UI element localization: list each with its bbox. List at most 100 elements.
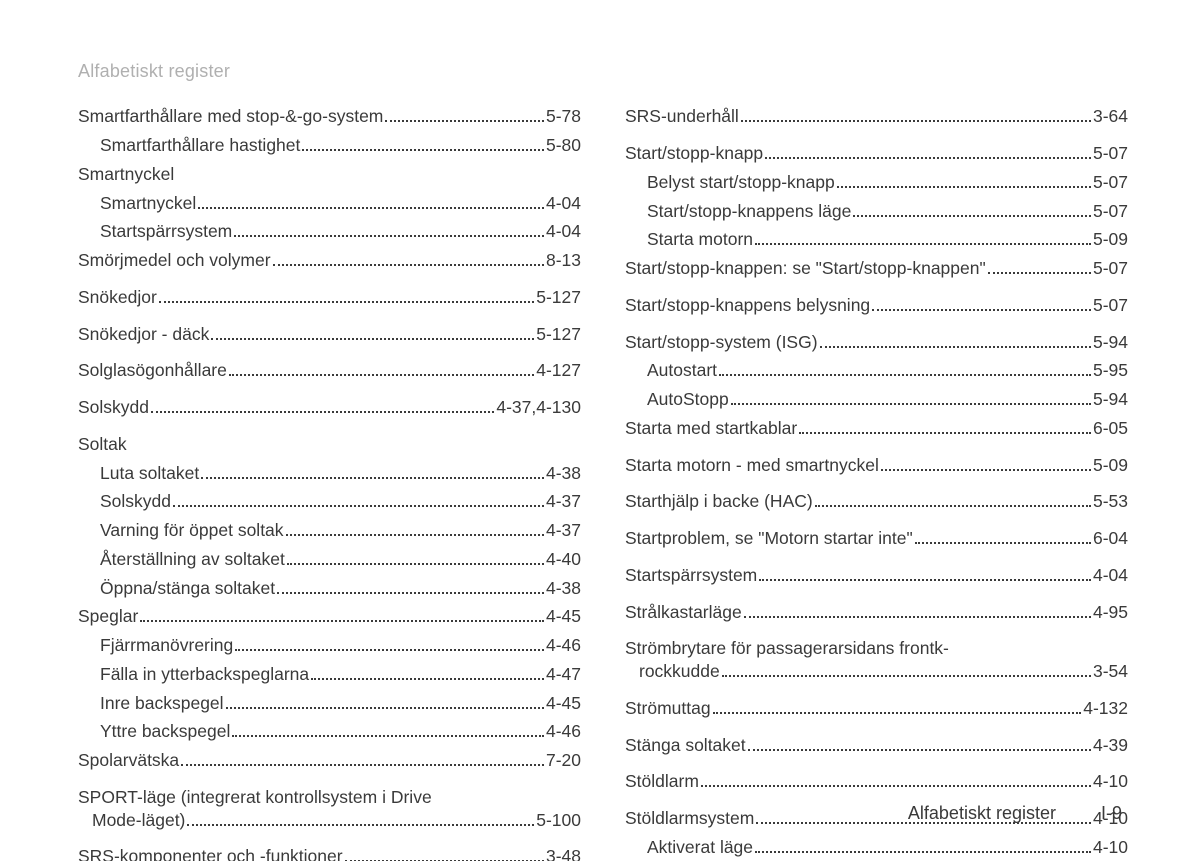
index-entry-label: Aktiverat läge — [647, 836, 753, 859]
index-subentry: Yttre backspegel4-46 — [78, 720, 581, 743]
index-page: Alfabetiskt register Smartfarthållare me… — [0, 0, 1200, 861]
leader-dots — [815, 492, 1091, 508]
index-column-left: Smartfarthållare med stop-&-go-system5-7… — [78, 105, 581, 861]
spacer — [78, 425, 581, 433]
index-subentry: Smartfarthållare hastighet5-80 — [78, 134, 581, 157]
index-subentry: Varning för öppet soltak4-37 — [78, 519, 581, 542]
leader-dots — [187, 810, 534, 826]
index-entry: Speglar4-45 — [78, 605, 581, 628]
spacer — [625, 323, 1128, 331]
index-entry-label: Starta motorn - med smartnyckel — [625, 454, 879, 477]
index-entry-page: 4-45 — [546, 692, 581, 715]
index-subentry: Återställning av soltaket4-40 — [78, 548, 581, 571]
spacer — [78, 837, 581, 845]
index-entry-page: 4-38 — [546, 462, 581, 485]
index-entry-page: 5-80 — [546, 134, 581, 157]
index-entry-label: Solskydd — [100, 490, 171, 513]
index-entry: Spolarvätska 7-20 — [78, 749, 581, 772]
index-entry: Starta motorn - med smartnyckel5-09 — [625, 454, 1128, 477]
leader-dots — [235, 635, 544, 651]
index-entry-label: Varning för öppet soltak — [100, 519, 284, 542]
leader-dots — [273, 250, 544, 266]
index-entry: Strålkastarläge 4-95 — [625, 601, 1128, 624]
leader-dots — [820, 332, 1091, 348]
spacer — [625, 286, 1128, 294]
index-entry: Start/stopp-system (ISG)5-94 — [625, 331, 1128, 354]
index-subentry: Inre backspegel4-45 — [78, 692, 581, 715]
spacer — [625, 689, 1128, 697]
page-header: Alfabetiskt register — [78, 60, 1128, 83]
leader-dots — [229, 361, 534, 377]
index-entry-label: Strålkastarläge — [625, 601, 742, 624]
index-subentry: Solskydd4-37 — [78, 490, 581, 513]
index-entry-page: 4-46 — [546, 720, 581, 743]
index-entry-page: 3-54 — [1093, 660, 1128, 683]
index-entry-label: Återställning av soltaket — [100, 548, 285, 571]
spacer — [625, 726, 1128, 734]
leader-dots — [759, 565, 1091, 581]
leader-dots — [915, 528, 1091, 544]
index-entry-label: Solskydd — [78, 396, 149, 419]
leader-dots — [345, 847, 544, 861]
index-entry-page: 5-127 — [536, 286, 581, 309]
index-entry-page: 4-38 — [546, 577, 581, 600]
index-entry-label: Luta soltaket — [100, 462, 199, 485]
leader-dots — [741, 107, 1091, 123]
leader-dots — [853, 201, 1091, 217]
index-entry-label: Start/stopp-knapp — [625, 142, 763, 165]
index-heading-label: Smartnyckel — [78, 163, 174, 186]
leader-dots — [385, 107, 544, 123]
index-entry-label: Snökedjor - däck — [78, 323, 209, 346]
leader-dots — [755, 230, 1091, 246]
spacer — [625, 134, 1128, 142]
index-entry-page: 3-48 — [546, 845, 581, 861]
index-subentry: Belyst start/stopp-knapp5-07 — [625, 171, 1128, 194]
leader-dots — [755, 837, 1091, 853]
index-entry-label: Startspärrsystem — [100, 220, 232, 243]
index-heading-label: Soltak — [78, 433, 127, 456]
index-subentry: Fjärrmanövrering4-46 — [78, 634, 581, 657]
index-entry-label: Fälla in ytterbackspeglarna — [100, 663, 309, 686]
spacer — [625, 482, 1128, 490]
leader-dots — [872, 295, 1091, 311]
index-entry-page: 4-10 — [1093, 770, 1128, 793]
index-entry: Startproblem, se "Motorn startar inte" 6-… — [625, 527, 1128, 550]
leader-dots — [744, 602, 1091, 618]
leader-dots — [140, 607, 544, 623]
index-entry: Starthjälp i backe (HAC)5-53 — [625, 490, 1128, 513]
index-entry-label: Autostart — [647, 359, 717, 382]
index-entry-page: 3-64 — [1093, 105, 1128, 128]
index-entry-label: SRS-komponenter och -funktioner — [78, 845, 343, 861]
index-entry-label: Spolarvätska — [78, 749, 179, 772]
index-entry: Smörjmedel och volymer8-13 — [78, 249, 581, 272]
index-entry-label: Start/stopp-knappen: se "Start/stopp-kna… — [625, 257, 986, 280]
index-entry-page: 4-95 — [1093, 601, 1128, 624]
index-entry-page: 5-94 — [1093, 388, 1128, 411]
index-columns: Smartfarthållare med stop-&-go-system5-7… — [78, 105, 1128, 861]
index-subentry: Aktiverat läge 4-10 — [625, 836, 1128, 859]
index-entry-page: 4-04 — [546, 192, 581, 215]
index-entry-label: Starta med startkablar — [625, 417, 797, 440]
index-entry-page: 8-13 — [546, 249, 581, 272]
page-footer: Alfabetiskt register I-9 — [908, 802, 1122, 825]
leader-dots — [837, 172, 1091, 188]
index-entry: Snökedjor5-127 — [78, 286, 581, 309]
leader-dots — [311, 664, 544, 680]
index-entry-page: 5-07 — [1093, 294, 1128, 317]
index-entry-page: 4-10 — [1093, 836, 1128, 859]
index-entry-page: 6-04 — [1093, 527, 1128, 550]
index-entry-label: Startproblem, se "Motorn startar inte" — [625, 527, 913, 550]
index-entry-label: Belyst start/stopp-knapp — [647, 171, 835, 194]
index-heading: Smartnyckel — [78, 163, 581, 186]
leader-dots — [881, 455, 1091, 471]
leader-dots — [151, 397, 494, 413]
leader-dots — [302, 135, 544, 151]
index-entry-page: 7-20 — [546, 749, 581, 772]
index-entry-page: 5-07 — [1093, 142, 1128, 165]
leader-dots — [234, 222, 544, 238]
index-entry-label: SPORT-läge (integrerat kontrollsystem i … — [78, 786, 581, 809]
leader-dots — [731, 389, 1091, 405]
index-entry-label: Start/stopp-knappens belysning — [625, 294, 870, 317]
index-entry-label: AutoStopp — [647, 388, 729, 411]
index-entry: Strömbrytare för passagerarsidans frontk… — [625, 637, 1128, 683]
